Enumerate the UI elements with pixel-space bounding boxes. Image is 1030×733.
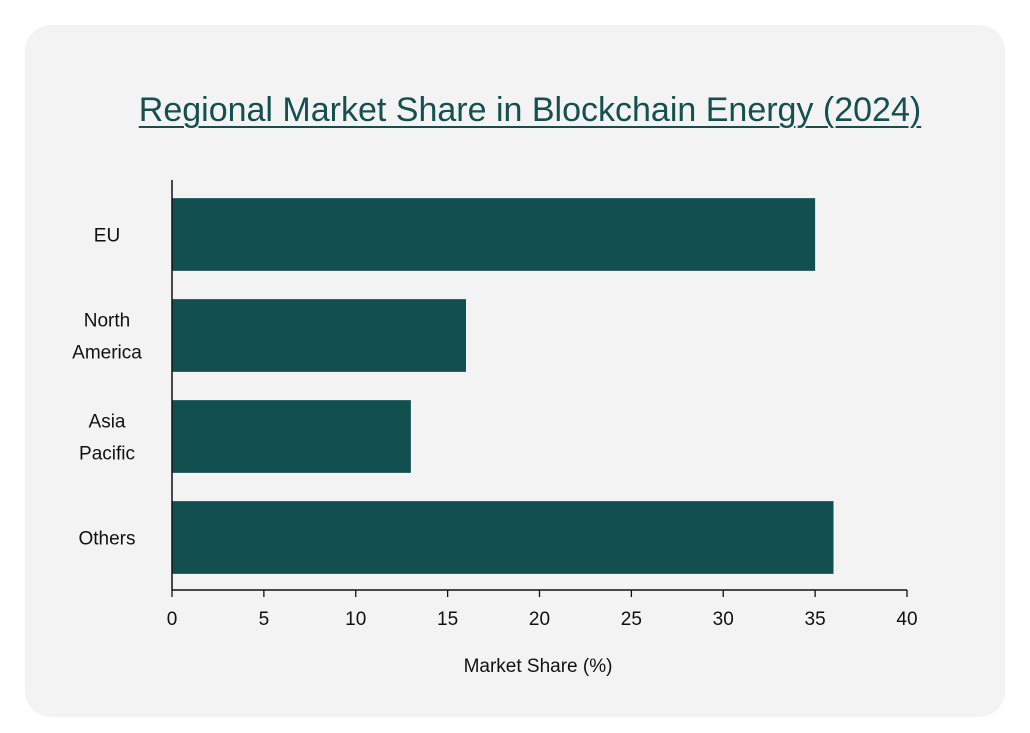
y-labels-group: EU North America Asia Pacific Others [72, 226, 142, 550]
x-tick-label-0: 0 [167, 609, 178, 630]
x-ticks-group: 0 5 10 15 20 25 30 35 40 [167, 590, 918, 630]
category-label-0: EU [94, 226, 120, 247]
chart-title: Regional Market Share in Blockchain Ener… [138, 91, 922, 129]
x-tick-label-3: 15 [437, 609, 458, 630]
x-tick-label-7: 35 [805, 609, 826, 630]
x-tick-label-1: 5 [259, 609, 270, 630]
category-label-3: Others [78, 529, 135, 550]
x-tick-label-4: 20 [529, 609, 550, 630]
bar-0 [172, 198, 816, 271]
x-tick-label-5: 25 [621, 609, 642, 630]
x-tick-label-6: 30 [713, 609, 734, 630]
bar-1 [172, 299, 466, 372]
category-label-1: North America [72, 311, 142, 364]
bar-2 [172, 400, 411, 473]
bars-group [172, 198, 834, 574]
x-tick-label-8: 40 [896, 609, 917, 630]
category-label-2: Asia Pacific [79, 412, 135, 465]
x-tick-label-2: 10 [345, 609, 366, 630]
bar-3 [172, 501, 834, 574]
x-axis-label: Market Share (%) [464, 656, 613, 677]
